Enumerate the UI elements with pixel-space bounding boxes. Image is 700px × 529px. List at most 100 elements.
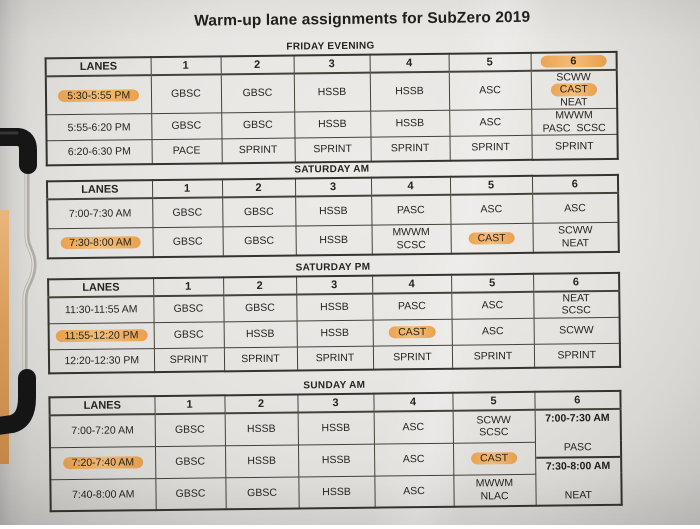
table-friday-evening: FRIDAY EVENING LANES 1 2 3 4 5 6 5:30-5:55 PM GBS… (44, 38, 619, 166)
cell-line: ASC (375, 453, 453, 466)
cell-line: MWWM (372, 226, 450, 239)
cell-line: GBSC (221, 87, 293, 100)
team-name: NEAT (561, 236, 590, 250)
team-cell: SPRINT (221, 138, 295, 163)
cell-line: HSSB (226, 454, 298, 467)
table-row: 7:00-7:20 AM GBSC HSSB HSSB ASC SCWW SCSC 7:00-… (49, 408, 622, 506)
team-cell: GBSC (153, 295, 224, 323)
cell-line: GBSC (153, 235, 222, 248)
cell-line: SCSC (534, 304, 619, 317)
team-cell: GBSC (152, 197, 223, 228)
time-cell: 12:20-12:30 PM (48, 348, 155, 374)
team-name: SPRINT (473, 349, 513, 363)
schedule-table: LANES 1 2 3 4 5 6 7:00-7:30 AM GBSC GBSC HSSB PASC A… (45, 173, 620, 260)
cell-line: HSSB (296, 204, 371, 217)
lane-number-cell: 5 (452, 391, 535, 411)
lane-number-cell: 1 (151, 179, 223, 199)
team-name: GBSC (171, 120, 202, 133)
team-cell: CAST (450, 222, 533, 254)
cell-line: GBSC (152, 120, 221, 133)
cell-line: SPRINT (373, 351, 451, 364)
cell-line: GBSC (224, 302, 296, 315)
team-name: HSSB (395, 85, 424, 98)
lanes-header-cell: LANES (48, 278, 154, 298)
lane-number-cell: 1 (154, 395, 225, 415)
highlighted-team: CAST (471, 451, 518, 465)
cell-line: SCSC (372, 238, 450, 251)
team-cell: HSSB (298, 475, 375, 509)
team-cell: HSSB (296, 319, 373, 347)
team-cell: GBSC (222, 225, 296, 257)
team-name: SCSC (561, 304, 591, 317)
cell-line: CAST (451, 231, 532, 245)
team-name: SCSC (479, 426, 509, 439)
team-name: ASC (479, 116, 502, 129)
cell-line: HSSB (294, 86, 369, 99)
lane6-time: 7:30-8:00 AM (545, 459, 611, 473)
team-name: HSSB (318, 204, 348, 217)
team-cell: SCWW CASTNEAT (530, 69, 618, 110)
team-cell: ASC (451, 318, 534, 345)
schedule-table: LANES 1 2 3 4 5 6 7:00-7:20 AM GBSC HSSB HSSB ASC SC… (48, 389, 623, 513)
team-cell: HSSB (224, 444, 299, 478)
cell-line: GBSC (154, 303, 223, 316)
lane6-segment: 7:00-7:30 AM PASC (535, 410, 620, 457)
team-cell: SPRINT (223, 346, 298, 372)
highlighted-time: 7:20-7:40 AM (62, 456, 144, 470)
cell-line: SPRINT (452, 350, 533, 363)
time-cell: 7:00-7:30 AM (47, 198, 153, 229)
highlighted-team: CAST (550, 83, 597, 97)
cell-line: GBSC (156, 455, 225, 468)
cell-line: CAST (373, 325, 451, 339)
clip-bottom-arm (0, 369, 36, 435)
team-cell: SPRINT (531, 134, 618, 160)
cell-line: ASC (452, 299, 533, 312)
cell-line: SCWW (533, 224, 618, 237)
team-cell: MWWM SCSC (371, 223, 451, 255)
lane-number-cell: 6 (531, 174, 619, 194)
cell-line: SPRINT (222, 144, 294, 157)
team-name: HSSB (395, 117, 425, 130)
team-cell: SPRINT (449, 135, 532, 161)
team-name: SPRINT (238, 143, 278, 157)
lane6-time: 7:00-7:30 AM (545, 411, 610, 425)
lane-number-cell: 4 (370, 176, 451, 196)
team-name: NEAT (560, 95, 588, 109)
team-cell: ASC (448, 70, 532, 111)
team-name: ASC (481, 325, 504, 338)
cell-line: GBSC (151, 88, 220, 101)
cell-line: NLAC (454, 490, 535, 503)
cell-line: HSSB (299, 485, 374, 498)
lane-number-cell: 2 (223, 276, 297, 296)
cell-line: HSSB (298, 422, 373, 435)
cell-line: ASC (451, 202, 532, 215)
table-sunday-am: SUNDAY AM LANES 1 2 3 4 5 6 7:00-7:20 AM GBSC HSSB… (48, 377, 623, 513)
team-name: HSSB (320, 326, 350, 340)
team-cell: GBSC (150, 74, 222, 114)
team-name: SCWW (556, 71, 591, 84)
highlighted-lane-number: 6 (540, 54, 607, 68)
team-cell: PASC (371, 194, 451, 225)
clip-top-arm (0, 128, 37, 174)
team-name: HSSB (319, 233, 349, 246)
time-cell: 11:30-11:55 AM (48, 296, 154, 324)
cell-line: CASTNEAT (531, 83, 616, 109)
cell-line: SPRINT (534, 349, 619, 362)
team-name: GBSC (244, 301, 275, 315)
highlighted-team: CAST (389, 325, 436, 339)
team-cell: GBSC (223, 294, 297, 322)
team-name: HSSB (322, 485, 351, 498)
team-cell: GBSC (225, 476, 299, 510)
cell-line: SCWW (534, 324, 619, 337)
team-cell: SPRINT (370, 136, 450, 162)
lane6-split-wrap: 7:00-7:30 AM PASC 7:30-8:00 AM NEAT (535, 410, 621, 505)
team-cell: ASC (450, 193, 533, 224)
cell-line: NEAT (533, 237, 618, 250)
team-cell: ASC (532, 192, 619, 223)
team-cell: SCWW (533, 317, 620, 345)
team-name: GBSC (244, 234, 275, 247)
team-name: SPRINT (241, 352, 280, 365)
time-cell: 7:00-7:20 AM (49, 414, 155, 448)
cell-line: SCWW (453, 414, 534, 427)
